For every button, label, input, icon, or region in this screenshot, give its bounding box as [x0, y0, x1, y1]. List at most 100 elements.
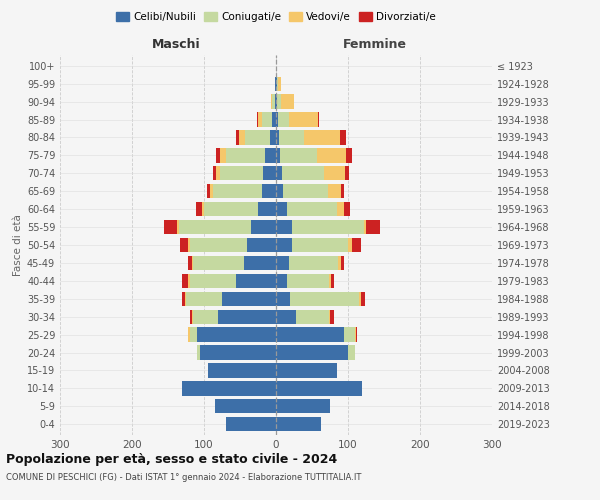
- Bar: [361, 292, 365, 306]
- Bar: [251, 220, 276, 234]
- Bar: [287, 274, 329, 288]
- Bar: [317, 148, 346, 162]
- Bar: [270, 130, 276, 144]
- Bar: [278, 76, 281, 91]
- Bar: [210, 184, 212, 198]
- Bar: [188, 274, 190, 288]
- Bar: [226, 148, 265, 162]
- Bar: [276, 76, 277, 91]
- Bar: [276, 364, 337, 378]
- Bar: [329, 274, 331, 288]
- Bar: [244, 256, 276, 270]
- Bar: [193, 256, 244, 270]
- Bar: [276, 238, 292, 252]
- Bar: [272, 94, 275, 109]
- Bar: [346, 148, 352, 162]
- Bar: [245, 130, 270, 144]
- Bar: [348, 238, 352, 252]
- Bar: [276, 148, 280, 162]
- Bar: [188, 238, 190, 252]
- Bar: [366, 220, 380, 234]
- Bar: [164, 220, 178, 234]
- Bar: [265, 148, 276, 162]
- Bar: [204, 202, 258, 216]
- Bar: [287, 202, 337, 216]
- Bar: [276, 130, 279, 144]
- Bar: [190, 328, 197, 342]
- Bar: [190, 274, 236, 288]
- Bar: [276, 94, 277, 109]
- Bar: [276, 220, 292, 234]
- Bar: [216, 166, 220, 180]
- Bar: [276, 399, 330, 413]
- Bar: [276, 166, 282, 180]
- Bar: [277, 94, 281, 109]
- Bar: [192, 256, 193, 270]
- Bar: [296, 310, 329, 324]
- Bar: [340, 130, 346, 144]
- Bar: [276, 417, 320, 432]
- Bar: [220, 148, 226, 162]
- Bar: [318, 112, 319, 126]
- Bar: [329, 310, 330, 324]
- Bar: [193, 310, 218, 324]
- Bar: [331, 274, 334, 288]
- Bar: [341, 184, 344, 198]
- Bar: [275, 76, 276, 91]
- Bar: [356, 328, 358, 342]
- Bar: [276, 381, 362, 396]
- Bar: [236, 130, 239, 144]
- Bar: [178, 220, 179, 234]
- Bar: [188, 256, 192, 270]
- Bar: [197, 328, 276, 342]
- Bar: [283, 184, 328, 198]
- Text: Femmine: Femmine: [343, 38, 407, 51]
- Bar: [338, 256, 341, 270]
- Bar: [212, 166, 216, 180]
- Bar: [359, 292, 361, 306]
- Bar: [258, 112, 262, 126]
- Bar: [275, 94, 276, 109]
- Bar: [337, 202, 344, 216]
- Bar: [330, 310, 334, 324]
- Bar: [280, 148, 317, 162]
- Bar: [276, 202, 287, 216]
- Bar: [218, 310, 276, 324]
- Bar: [182, 381, 276, 396]
- Bar: [345, 166, 349, 180]
- Bar: [341, 256, 344, 270]
- Bar: [179, 220, 251, 234]
- Bar: [236, 274, 276, 288]
- Legend: Celibi/Nubili, Coniugati/e, Vedovi/e, Divorziati/e: Celibi/Nubili, Coniugati/e, Vedovi/e, Di…: [112, 8, 440, 26]
- Bar: [179, 238, 188, 252]
- Bar: [262, 112, 272, 126]
- Bar: [352, 238, 361, 252]
- Bar: [364, 220, 366, 234]
- Bar: [188, 328, 190, 342]
- Bar: [292, 238, 348, 252]
- Bar: [276, 274, 287, 288]
- Bar: [290, 292, 359, 306]
- Bar: [292, 220, 364, 234]
- Text: COMUNE DI PESCHICI (FG) - Dati ISTAT 1° gennaio 2024 - Elaborazione TUTTITALIA.I: COMUNE DI PESCHICI (FG) - Dati ISTAT 1° …: [6, 472, 361, 482]
- Bar: [258, 202, 276, 216]
- Bar: [272, 112, 276, 126]
- Bar: [304, 130, 340, 144]
- Bar: [282, 166, 323, 180]
- Bar: [276, 112, 278, 126]
- Bar: [197, 346, 200, 360]
- Bar: [196, 202, 202, 216]
- Bar: [263, 166, 276, 180]
- Bar: [276, 310, 296, 324]
- Bar: [190, 238, 247, 252]
- Bar: [348, 346, 355, 360]
- Bar: [190, 310, 193, 324]
- Bar: [276, 256, 289, 270]
- Bar: [323, 166, 345, 180]
- Bar: [200, 346, 276, 360]
- Bar: [215, 399, 276, 413]
- Bar: [289, 256, 338, 270]
- Bar: [247, 238, 276, 252]
- Bar: [226, 417, 276, 432]
- Bar: [289, 112, 318, 126]
